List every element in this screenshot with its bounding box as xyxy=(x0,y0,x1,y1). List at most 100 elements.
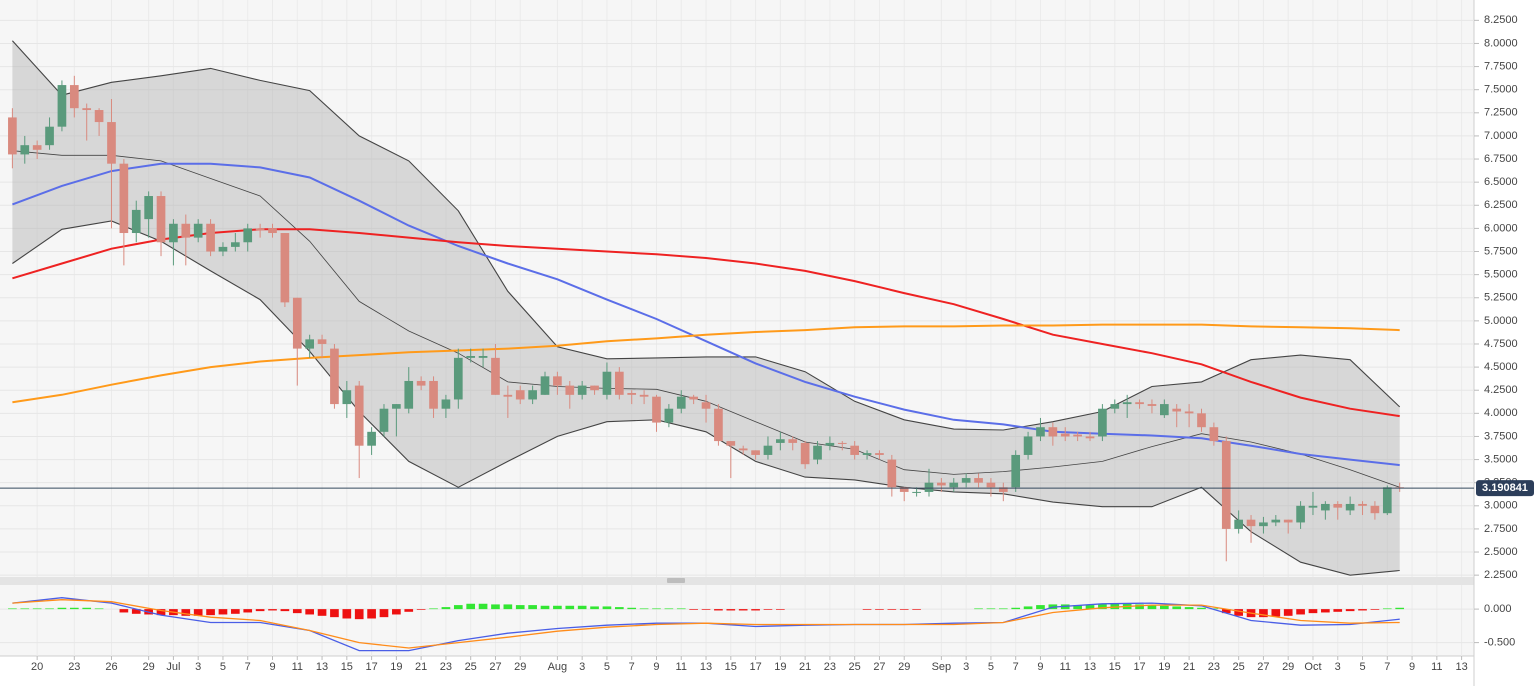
x-tick-label: 7 xyxy=(1384,661,1390,673)
histogram-bar xyxy=(1283,609,1293,616)
macd-pane xyxy=(0,585,1474,656)
candle-body xyxy=(800,442,810,465)
candle-body xyxy=(837,442,847,444)
histogram-bar xyxy=(1382,608,1392,610)
candle-body xyxy=(986,482,996,488)
candle-body xyxy=(899,487,909,492)
x-tick-label: 7 xyxy=(245,661,251,673)
candle-body xyxy=(540,376,550,395)
y-tick-label: 7.7500 xyxy=(1484,60,1518,72)
x-tick-label: 27 xyxy=(1257,661,1269,673)
histogram-bar xyxy=(354,609,364,620)
candle-body xyxy=(515,390,525,400)
candle-body xyxy=(1308,505,1318,508)
candle-body xyxy=(850,445,860,455)
histogram-bar xyxy=(1395,607,1405,610)
candle-body xyxy=(652,396,661,423)
histogram-bar xyxy=(875,609,884,610)
histogram-bar xyxy=(887,609,897,610)
histogram-bar xyxy=(540,605,550,610)
histogram-bar xyxy=(1321,609,1330,613)
candle-body xyxy=(949,482,959,488)
histogram-bar xyxy=(1358,609,1367,611)
histogram-bar xyxy=(69,607,79,610)
x-tick-label: Aug xyxy=(548,661,568,673)
histogram-bar xyxy=(1221,609,1231,614)
candle-body xyxy=(466,356,476,358)
candle-body xyxy=(1110,404,1120,409)
histogram-bar xyxy=(231,609,240,614)
x-tick-label: 17 xyxy=(1133,661,1145,673)
candle-body xyxy=(701,402,711,409)
candle-body xyxy=(441,399,451,409)
histogram-bar xyxy=(639,608,649,610)
y-tick-label: 6.0000 xyxy=(1484,222,1518,234)
histogram-bar xyxy=(763,609,773,610)
candle-body xyxy=(825,442,835,446)
candle-body xyxy=(961,478,971,483)
y-tick-label: 5.5000 xyxy=(1484,269,1518,281)
candle-body xyxy=(1333,503,1343,508)
x-tick-label: 23 xyxy=(440,661,452,673)
histogram-bar xyxy=(429,608,438,610)
candle-body xyxy=(478,356,488,358)
candle-body xyxy=(565,385,575,395)
candle-body xyxy=(1048,427,1058,437)
candle-body xyxy=(1283,519,1293,523)
candle-body xyxy=(1036,427,1045,437)
x-tick-label: 20 xyxy=(31,661,43,673)
candle-body xyxy=(1184,411,1194,414)
last-price-box xyxy=(1476,480,1534,497)
x-tick-label: Oct xyxy=(1304,661,1321,673)
candle-body xyxy=(614,371,624,395)
histogram-bar xyxy=(515,605,525,610)
y-tick-label: 8.2500 xyxy=(1484,14,1518,26)
histogram-bar xyxy=(1184,607,1194,610)
divider-handle[interactable] xyxy=(667,578,685,583)
histogram-bar xyxy=(1011,607,1021,610)
candle-body xyxy=(453,357,463,400)
histogram-bar xyxy=(156,609,166,616)
histogram-bar xyxy=(1036,605,1045,610)
histogram-bar xyxy=(491,604,500,610)
x-tick-label: 29 xyxy=(898,661,910,673)
moving-average xyxy=(12,162,1400,467)
candle-body xyxy=(751,450,760,455)
candle-body xyxy=(937,482,946,486)
x-tick-label: 25 xyxy=(465,661,477,673)
histogram-bar xyxy=(627,607,637,610)
x-tick-label: 9 xyxy=(269,661,275,673)
candle-body xyxy=(1296,505,1305,523)
histogram-bar xyxy=(441,607,451,610)
histogram-bar xyxy=(45,608,54,610)
histogram-bar xyxy=(689,609,698,610)
histogram-bar xyxy=(528,605,537,610)
candle-body xyxy=(45,126,54,146)
candle-body xyxy=(20,145,30,155)
candle-body xyxy=(875,453,884,455)
candle-body xyxy=(1172,408,1182,412)
histogram-bar xyxy=(243,609,253,613)
candle-body xyxy=(788,439,798,443)
y-tick-label: 3.0000 xyxy=(1484,500,1518,512)
y-tick-label: 5.7500 xyxy=(1484,245,1518,257)
histogram-bar xyxy=(974,608,983,610)
histogram-bar xyxy=(342,609,352,619)
candle-body xyxy=(1345,503,1355,511)
candle-body xyxy=(776,439,785,443)
candle-body xyxy=(602,371,612,395)
candle-body xyxy=(268,228,277,234)
histogram-bar xyxy=(1333,609,1343,612)
candle-body xyxy=(887,459,897,488)
histogram-bar xyxy=(193,609,203,616)
candle-body xyxy=(416,380,426,386)
x-tick-label: 27 xyxy=(873,661,885,673)
candle-body xyxy=(590,385,599,391)
x-tick-label: 5 xyxy=(604,661,610,673)
x-tick-label: 5 xyxy=(1359,661,1365,673)
histogram-bar xyxy=(1160,605,1169,610)
y-tick-label: 4.7500 xyxy=(1484,338,1518,350)
histogram-bar xyxy=(912,609,921,610)
x-tick-label: 9 xyxy=(1037,661,1043,673)
y-tick-label: 8.0000 xyxy=(1484,37,1518,49)
